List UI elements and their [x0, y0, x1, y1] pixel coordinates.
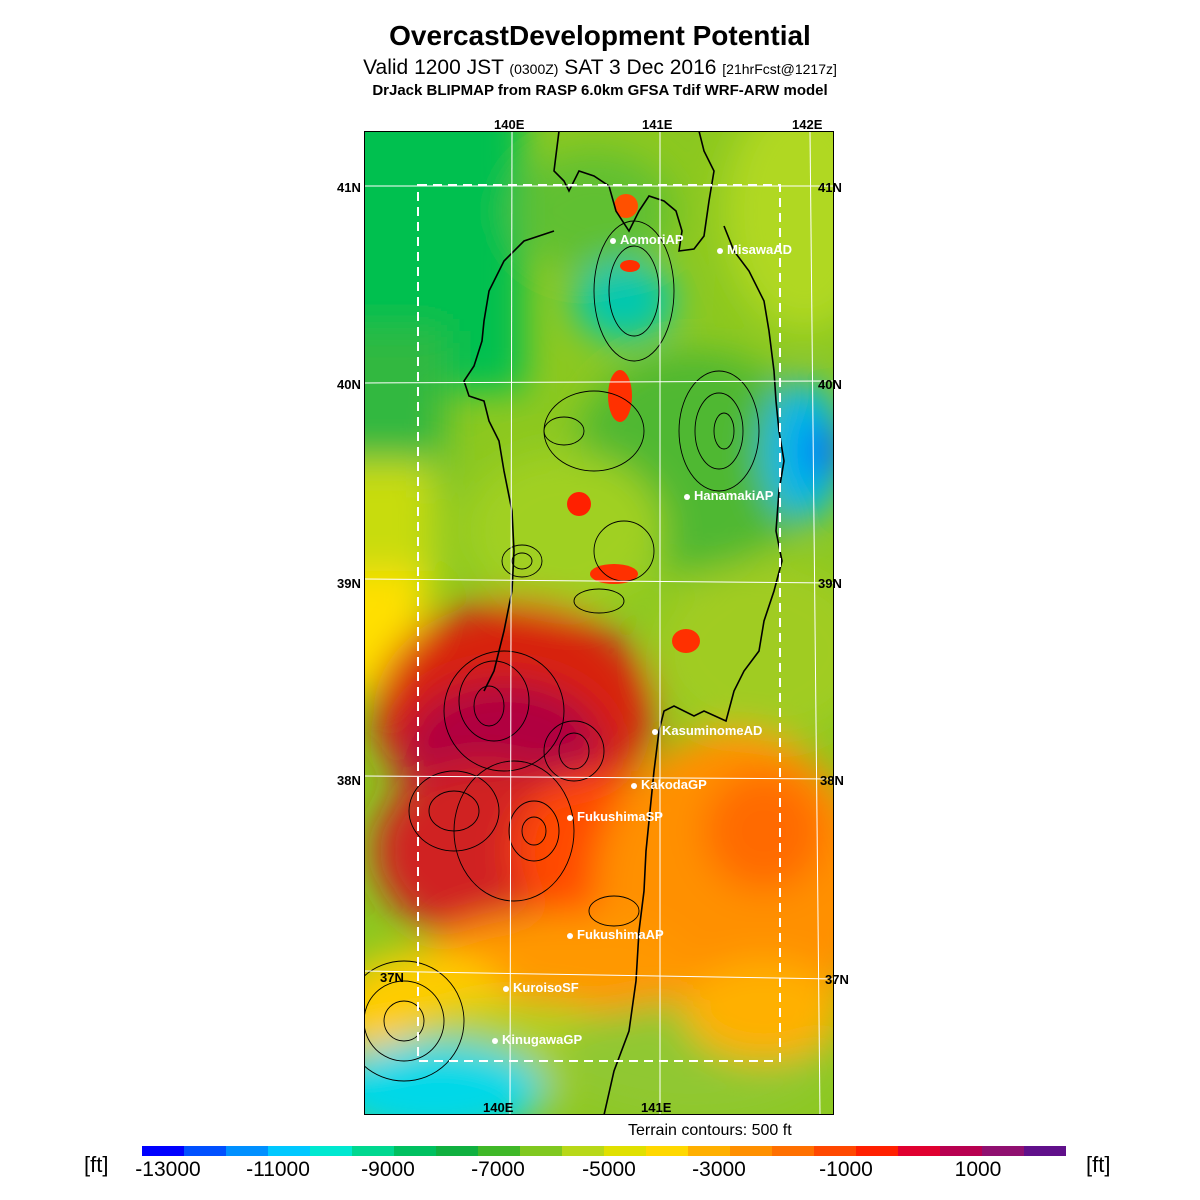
colorbar-tick: -9000: [361, 1158, 415, 1181]
colorbar-ticks: -13000 -11000 -9000 -7000 -5000 -3000 -1…: [0, 1158, 1200, 1188]
colorbar-swatch: [646, 1146, 688, 1156]
site-kuroiso-sf: KuroisoSF: [503, 980, 579, 995]
colorbar-tick: -3000: [692, 1158, 746, 1181]
colorbar-swatch: [142, 1146, 184, 1156]
colorbar-unit-left: [ft]: [84, 1152, 109, 1177]
colorbar-tick: -1000: [819, 1158, 873, 1181]
map-frame: [364, 131, 834, 1115]
colorbar-swatch: [982, 1146, 1024, 1156]
forecast-info: [21hrFcst@1217z]: [722, 61, 837, 77]
lon-bottom-140e: 140E: [483, 1100, 514, 1115]
colorbar-unit-right: [ft]: [1086, 1152, 1111, 1177]
colorbar-swatch: [604, 1146, 646, 1156]
colorbar-tick: 1000: [954, 1158, 1002, 1181]
colorbar-swatch: [268, 1146, 310, 1156]
site-misawa-ad: MisawaAD: [717, 242, 792, 257]
colorbar-tick: -5000: [582, 1158, 636, 1181]
valid-label: Valid 1200 JST: [363, 56, 504, 79]
site-hanamaki-ap: HanamakiAP: [684, 488, 773, 503]
lat-right-39n: 39N: [818, 576, 842, 591]
lat-left-39n: 39N: [337, 576, 361, 591]
lon-top-140e: 140E: [494, 117, 525, 132]
valid-time-line: Valid 1200 JST (0300Z) SAT 3 Dec 2016 [2…: [0, 56, 1200, 80]
lat-right-41n: 41N: [818, 180, 842, 195]
colorbar-swatch: [856, 1146, 898, 1156]
model-description: DrJack BLIPMAP from RASP 6.0km GFSA Tdif…: [372, 82, 828, 99]
lat-right-40n: 40N: [818, 377, 842, 392]
lon-top-142e: 142E: [792, 117, 823, 132]
lat-left-40n: 40N: [337, 377, 361, 392]
lat-left-37n: 37N: [380, 970, 404, 985]
colorbar-tick: -11000: [246, 1158, 310, 1181]
site-aomori-ap: AomoriAP: [610, 232, 684, 247]
colorbar-swatch: [478, 1146, 520, 1156]
site-kakoda-gp: KakodaGP: [631, 777, 707, 792]
colorbar-swatch: [520, 1146, 562, 1156]
colorbar-tick: -13000: [135, 1158, 201, 1181]
colorbar-swatch: [562, 1146, 604, 1156]
colorbar-swatch: [730, 1146, 772, 1156]
terrain-contours-note: Terrain contours: 500 ft: [628, 1122, 792, 1139]
color-scale-bar: [142, 1146, 1066, 1156]
colorbar-swatch: [1024, 1146, 1066, 1156]
site-kasuminome-ad: KasuminomeAD: [652, 723, 762, 738]
forecast-map: [364, 131, 834, 1115]
development-potential-field: [364, 131, 834, 1115]
colorbar-swatch: [688, 1146, 730, 1156]
colorbar-swatch: [772, 1146, 814, 1156]
colorbar-swatch: [226, 1146, 268, 1156]
valid-date: SAT 3 Dec 2016: [564, 56, 717, 79]
hotspots: [567, 194, 700, 653]
map-title: OvercastDevelopment Potential: [389, 20, 811, 51]
colorbar-swatch: [940, 1146, 982, 1156]
lat-left-41n: 41N: [337, 180, 361, 195]
site-fukushima-sp: FukushimaSP: [567, 809, 663, 824]
colorbar-swatch: [184, 1146, 226, 1156]
colorbar-tick: -7000: [471, 1158, 525, 1181]
lon-bottom-141e: 141E: [641, 1100, 672, 1115]
colorbar-swatch: [310, 1146, 352, 1156]
domain-boundary: [417, 184, 781, 1062]
colorbar-swatch: [394, 1146, 436, 1156]
lat-right-38n: 38N: [820, 773, 844, 788]
zulu-time: (0300Z): [509, 61, 559, 77]
lon-top-141e: 141E: [642, 117, 673, 132]
colorbar-swatch: [352, 1146, 394, 1156]
lat-right-37n: 37N: [825, 972, 849, 987]
site-kinugawa-gp: KinugawaGP: [492, 1032, 582, 1047]
colorbar-swatch: [898, 1146, 940, 1156]
colorbar-swatch: [436, 1146, 478, 1156]
colorbar-swatch: [814, 1146, 856, 1156]
site-fukushima-ap: FukushimaAP: [567, 927, 664, 942]
lat-left-38n: 38N: [337, 773, 361, 788]
